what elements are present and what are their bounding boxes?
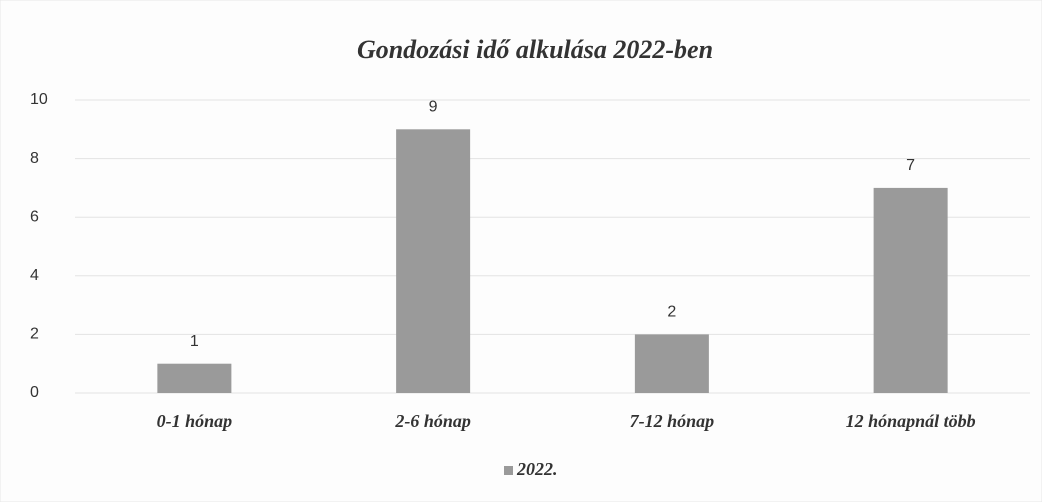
x-tick-label: 2-6 hónap xyxy=(394,411,471,431)
legend-swatch xyxy=(504,466,513,475)
data-label: 7 xyxy=(906,157,915,174)
bar xyxy=(873,187,948,393)
x-tick-label: 7-12 hónap xyxy=(630,411,715,431)
chart-title: Gondozási idő alkulása 2022-ben xyxy=(357,35,713,64)
y-tick-label: 8 xyxy=(30,150,39,167)
y-tick-label: 10 xyxy=(30,91,48,108)
y-tick-label: 0 xyxy=(30,384,39,401)
x-tick-label: 12 hónapnál több xyxy=(846,411,976,431)
data-label: 1 xyxy=(190,333,199,350)
legend-label: 2022. xyxy=(516,459,558,479)
bar xyxy=(157,363,232,393)
x-tick-label: 0-1 hónap xyxy=(157,411,233,431)
y-tick-label: 2 xyxy=(30,326,39,343)
y-tick-label: 6 xyxy=(30,208,39,225)
data-label: 9 xyxy=(429,99,438,116)
bar xyxy=(396,129,471,394)
y-tick-label: 4 xyxy=(30,267,39,284)
data-label: 2 xyxy=(667,304,676,321)
bar xyxy=(634,334,709,393)
